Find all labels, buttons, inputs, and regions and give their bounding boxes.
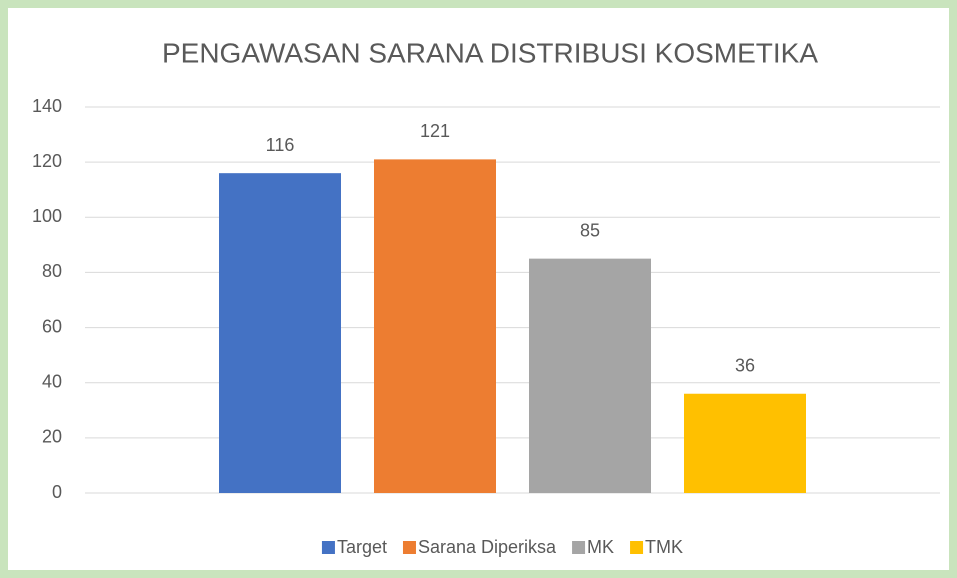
chart-title: PENGAWASAN SARANA DISTRIBUSI KOSMETIKA [162, 37, 818, 68]
legend-swatch [630, 541, 644, 554]
y-tick-label: 100 [32, 206, 62, 226]
y-tick-label: 60 [42, 316, 62, 336]
bar [684, 393, 806, 493]
y-tick-label: 40 [42, 371, 62, 391]
y-tick-label: 120 [32, 151, 62, 171]
data-label: 116 [266, 135, 295, 155]
bar [374, 159, 496, 493]
y-tick-label: 80 [42, 261, 62, 281]
y-tick-label: 0 [52, 482, 62, 502]
legend-swatch [321, 541, 335, 554]
legend-label: MK [587, 537, 614, 557]
bar [529, 258, 651, 493]
legend-swatch [572, 541, 586, 554]
y-tick-label: 140 [32, 96, 62, 116]
legend-label: TMK [645, 537, 683, 557]
legend-label: Target [337, 537, 387, 557]
data-label: 36 [735, 355, 755, 375]
legend-swatch [402, 541, 416, 554]
legend-label: Sarana Diperiksa [418, 537, 557, 557]
y-tick-label: 20 [42, 427, 62, 447]
bar [219, 173, 341, 493]
data-label: 121 [420, 121, 450, 141]
data-label: 85 [580, 220, 600, 240]
